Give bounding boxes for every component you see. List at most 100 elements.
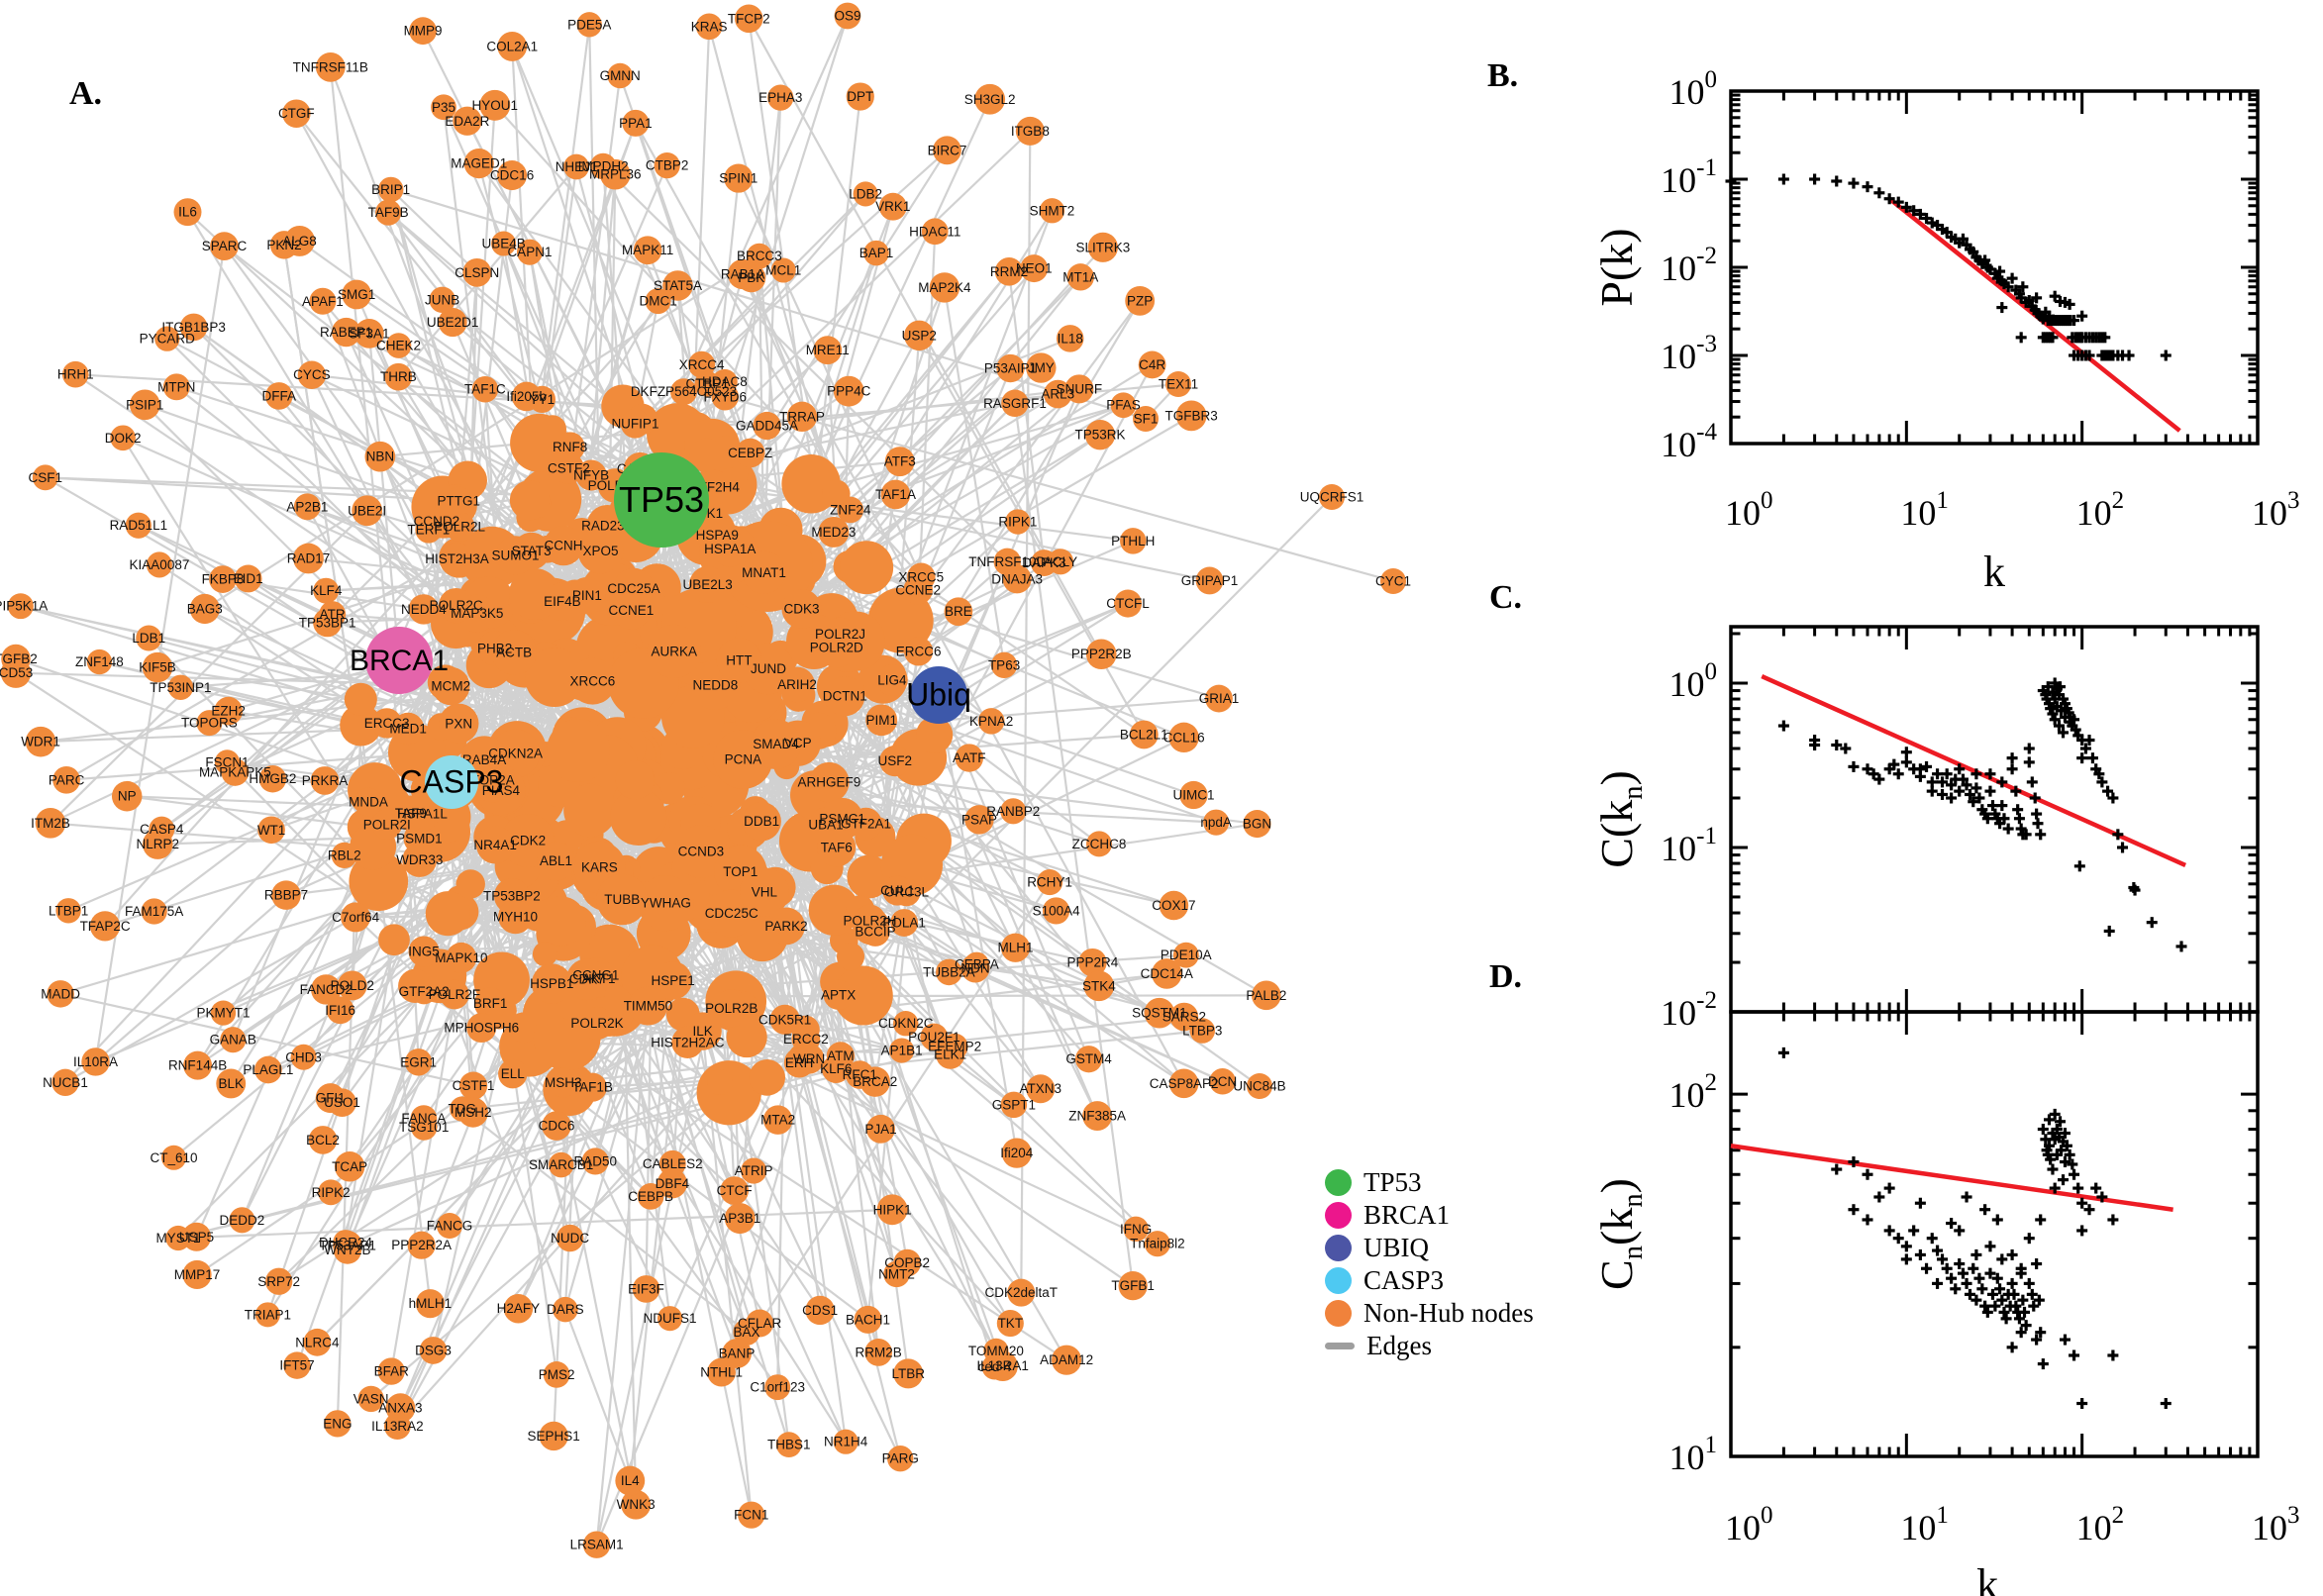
svg-text:Ifi204: Ifi204 (1000, 1146, 1034, 1160)
svg-text:10-1: 10-1 (1661, 154, 1717, 200)
svg-text:UBE2I: UBE2I (348, 503, 386, 518)
svg-text:RAD17: RAD17 (287, 551, 331, 566)
svg-text:POLR2F: POLR2F (429, 987, 481, 1002)
svg-text:RIPK2: RIPK2 (312, 1185, 351, 1200)
svg-text:CT_610: CT_610 (151, 1150, 198, 1165)
svg-text:102: 102 (2076, 487, 2125, 533)
svg-text:IFT57: IFT57 (279, 1358, 314, 1373)
svg-text:TNFRSF10D: TNFRSF10D (968, 554, 1046, 569)
svg-text:CTGF: CTGF (278, 106, 315, 121)
svg-text:10-2: 10-2 (1661, 987, 1717, 1033)
svg-text:10-1: 10-1 (1661, 823, 1717, 868)
svg-text:MSH3: MSH3 (545, 1075, 582, 1090)
svg-text:TAF1B: TAF1B (572, 1080, 613, 1095)
svg-text:DAPK3: DAPK3 (1022, 555, 1065, 570)
svg-text:102: 102 (1669, 1069, 1718, 1115)
svg-text:POLA1: POLA1 (882, 916, 926, 931)
svg-text:MAPK11: MAPK11 (622, 243, 673, 257)
svg-text:HSPB1: HSPB1 (530, 976, 573, 991)
svg-text:ARHGEF9: ARHGEF9 (797, 775, 860, 790)
svg-text:MAPKAPK5: MAPKAPK5 (199, 764, 271, 779)
svg-text:ITGB1BP3: ITGB1BP3 (161, 320, 226, 335)
svg-text:103: 103 (2252, 487, 2300, 533)
svg-text:EPHA3: EPHA3 (758, 90, 802, 105)
svg-text:BAP1: BAP1 (859, 246, 894, 260)
svg-text:SNURF: SNURF (1057, 381, 1103, 396)
svg-text:CHD3: CHD3 (285, 1049, 322, 1064)
svg-text:CTBP2: CTBP2 (646, 158, 689, 173)
svg-text:AP2B1: AP2B1 (286, 499, 328, 514)
svg-text:TP53: TP53 (619, 479, 704, 520)
svg-text:PIM1: PIM1 (865, 713, 897, 728)
svg-text:ATM: ATM (827, 1048, 855, 1063)
svg-text:CEBPZ: CEBPZ (728, 446, 772, 460)
svg-text:ERCC6: ERCC6 (896, 644, 942, 658)
svg-text:RAB4A: RAB4A (462, 752, 506, 767)
svg-text:MAP2K4: MAP2K4 (918, 280, 971, 295)
svg-text:ALG8: ALG8 (282, 234, 317, 249)
svg-text:hMLH1: hMLH1 (409, 1296, 453, 1311)
legend-label: Edges (1366, 1330, 1432, 1360)
svg-text:BAG3: BAG3 (187, 601, 223, 616)
svg-text:AP1B1: AP1B1 (881, 1044, 923, 1058)
svg-text:EIF4B: EIF4B (544, 594, 581, 609)
svg-text:WDR1: WDR1 (21, 735, 60, 749)
svg-text:TRRAP: TRRAP (779, 409, 825, 424)
svg-text:SMG1: SMG1 (338, 287, 375, 302)
svg-text:GSTM4: GSTM4 (1065, 1051, 1112, 1066)
svg-text:MMP17: MMP17 (174, 1267, 221, 1282)
svg-text:PDE10A: PDE10A (1161, 948, 1212, 962)
svg-text:COX17: COX17 (1152, 898, 1195, 913)
svg-text:BGN: BGN (1243, 817, 1271, 832)
svg-text:PYCARD: PYCARD (140, 332, 196, 347)
svg-text:HSPA1L: HSPA1L (397, 807, 448, 822)
svg-text:RBL2: RBL2 (328, 848, 361, 862)
svg-text:NUFIP1: NUFIP1 (611, 416, 658, 431)
svg-text:GRIA1: GRIA1 (1199, 691, 1240, 706)
svg-text:MED23: MED23 (811, 525, 856, 540)
svg-text:WRN: WRN (793, 1051, 825, 1066)
svg-text:TUBB2A: TUBB2A (923, 964, 975, 979)
svg-text:MMP9: MMP9 (404, 24, 443, 39)
svg-text:102: 102 (2076, 1502, 2125, 1547)
panel-letter-b: B. (1487, 57, 1519, 94)
svg-text:KIF5B: KIF5B (139, 660, 176, 675)
svg-text:TCAP: TCAP (332, 1159, 367, 1174)
svg-text:ADAM12: ADAM12 (1040, 1352, 1093, 1367)
svg-text:RNF8: RNF8 (553, 440, 587, 454)
svg-text:AATF: AATF (953, 750, 986, 765)
svg-text:CFLAR: CFLAR (738, 1316, 782, 1331)
svg-text:POLR2D: POLR2D (810, 640, 863, 654)
svg-text:PBK: PBK (738, 270, 764, 285)
svg-text:LTBP3: LTBP3 (1182, 1024, 1222, 1039)
svg-text:ITM2B: ITM2B (31, 816, 70, 831)
svg-text:ELL: ELL (501, 1066, 526, 1081)
svg-text:CCND2: CCND2 (414, 514, 460, 529)
svg-text:MNAT1: MNAT1 (742, 565, 786, 580)
svg-text:CYCS: CYCS (293, 367, 331, 382)
svg-text:P35: P35 (432, 100, 455, 115)
svg-text:BANP: BANP (719, 1347, 756, 1361)
svg-text:CSTF2: CSTF2 (548, 461, 590, 476)
svg-text:AP3B1: AP3B1 (719, 1211, 760, 1226)
svg-text:PPP2R2A: PPP2R2A (391, 1238, 452, 1252)
svg-text:ZNF24: ZNF24 (830, 502, 871, 517)
svg-text:CCND3: CCND3 (678, 844, 725, 858)
svg-text:UIMC1: UIMC1 (1172, 788, 1214, 803)
svg-text:MPHOSPH6: MPHOSPH6 (444, 1021, 519, 1036)
svg-text:HRH1: HRH1 (57, 367, 94, 382)
svg-text:SRP72: SRP72 (257, 1274, 300, 1289)
svg-text:CDC25A: CDC25A (607, 581, 659, 596)
svg-text:HDAC11: HDAC11 (909, 224, 960, 239)
svg-text:IL10RA: IL10RA (73, 1054, 118, 1069)
svg-text:KRAS: KRAS (691, 19, 728, 34)
svg-text:MCM2: MCM2 (431, 678, 470, 693)
svg-text:TGFB2: TGFB2 (0, 651, 38, 666)
svg-text:CUL1: CUL1 (880, 883, 915, 898)
svg-text:HIPK1: HIPK1 (873, 1202, 912, 1217)
svg-text:RAD51L1: RAD51L1 (110, 518, 168, 533)
svg-text:ZNF148: ZNF148 (75, 654, 124, 669)
svg-text:TOMM20: TOMM20 (968, 1344, 1024, 1358)
svg-text:EGR1: EGR1 (400, 1054, 437, 1069)
